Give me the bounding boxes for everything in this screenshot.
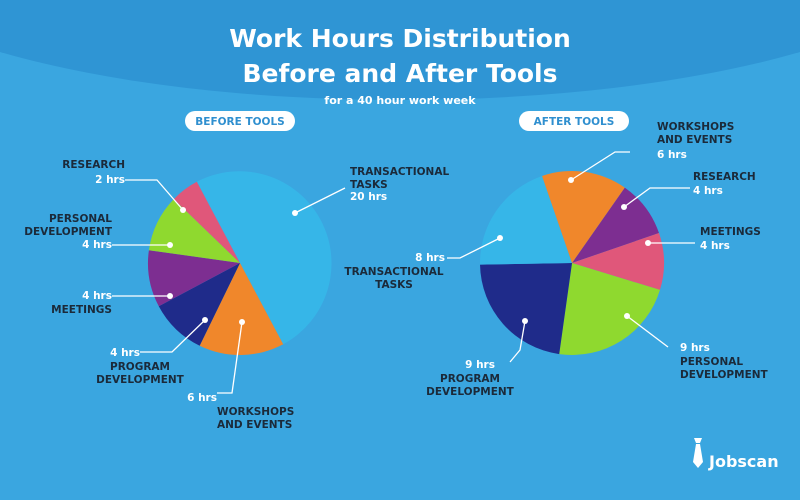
tie-icon [693,438,703,468]
before-research-value: 2 hrs [95,174,125,186]
before-transactional-tasks-leader [294,187,346,214]
after-section: AFTER TOOLS 4 hrs RESEARCH 4 hrs MEETINGS 9 … [344,111,769,398]
before-personal-development-label: PERSONAL [49,213,112,225]
after-personal-development-label: PERSONAL [680,356,743,368]
title-line-2: Before and After Tools [242,59,557,88]
before-slice-research [173,181,240,263]
before-workshops-and-events-label: WORKSHOPS [217,406,294,418]
before-workshops-and-events-value: 6 hrs [187,392,217,404]
jobscan-logo: Jobscan [693,438,779,471]
after-transactional-tasks-leader [447,237,501,259]
after-personal-development-label: DEVELOPMENT [680,369,769,381]
after-slice-personal-development [559,263,660,355]
before-meetings-dot [167,293,173,299]
after-workshops-and-events-label: WORKSHOPS [657,121,734,133]
after-research-leader [623,187,690,208]
before-meetings-value: 4 hrs [82,290,112,302]
before-program-development-label: PROGRAM [110,361,170,373]
after-meetings-label: MEETINGS [700,226,761,238]
after-personal-development-value: 9 hrs [680,342,710,354]
before-program-development-dot [202,317,208,323]
after-slice-meetings [572,233,665,290]
before-transactional-tasks-dot [292,210,298,216]
after-workshops-and-events-leader [570,151,630,181]
header-arc [0,0,800,100]
before-transactional-tasks-label: TASKS [350,179,388,191]
after-research-value: 4 hrs [693,185,723,197]
brand-name: Jobscan [708,452,779,471]
after-workshops-and-events-dot [568,177,574,183]
before-program-development-leader [140,319,206,353]
after-research-dot [621,204,627,210]
after-slice-research [572,187,659,263]
after-transactional-tasks-label: TASKS [375,279,413,291]
after-meetings-value: 4 hrs [700,240,730,252]
before-slice-meetings [148,250,240,307]
before-pie [148,171,332,355]
after-slice-transactional-tasks [479,176,572,265]
after-slice-program-development [480,263,572,355]
before-workshops-and-events-leader [217,321,243,394]
before-workshops-and-events-label: AND EVENTS [217,419,292,431]
after-program-development-value: 9 hrs [465,359,495,371]
before-slice-program-development [158,263,240,346]
before-transactional-tasks-value: 20 hrs [350,191,387,203]
before-title: BEFORE TOOLS [195,116,284,128]
before-research-dot [180,207,186,213]
after-research-label: RESEARCH [693,171,756,183]
after-title-pill [519,111,629,131]
after-meetings-dot [645,240,651,246]
before-slice-workshops-and-events [199,263,284,355]
before-personal-development-dot [167,242,173,248]
after-personal-development-leader [626,315,669,348]
after-workshops-and-events-label: AND EVENTS [657,134,732,146]
before-program-development-label: DEVELOPMENT [96,374,185,386]
subtitle: for a 40 hour work week [324,94,476,107]
before-workshops-and-events-dot [239,319,245,325]
before-program-development-value: 4 hrs [110,347,140,359]
before-transactional-tasks-label: TRANSACTIONAL [350,166,449,178]
after-program-development-dot [522,318,528,324]
before-meetings-label: MEETINGS [51,304,112,316]
before-research-leader [125,179,184,211]
after-transactional-tasks-value: 8 hrs [415,252,445,264]
before-personal-development-label: DEVELOPMENT [24,226,113,238]
after-personal-development-dot [624,313,630,319]
after-pie [479,170,665,355]
after-slice-workshops-and-events [542,170,625,263]
after-program-development-leader [509,320,526,363]
after-title: AFTER TOOLS [534,116,615,128]
after-transactional-tasks-dot [497,235,503,241]
after-transactional-tasks-label: TRANSACTIONAL [344,266,443,278]
title-line-1: Work Hours Distribution [229,24,571,53]
before-slice-transactional-tasks [196,171,332,345]
before-title-pill [185,111,295,131]
after-program-development-label: PROGRAM [440,373,500,385]
after-program-development-label: DEVELOPMENT [426,386,515,398]
before-research-label: RESEARCH [62,159,125,171]
before-personal-development-value: 4 hrs [82,239,112,251]
after-workshops-and-events-value: 6 hrs [657,149,687,161]
